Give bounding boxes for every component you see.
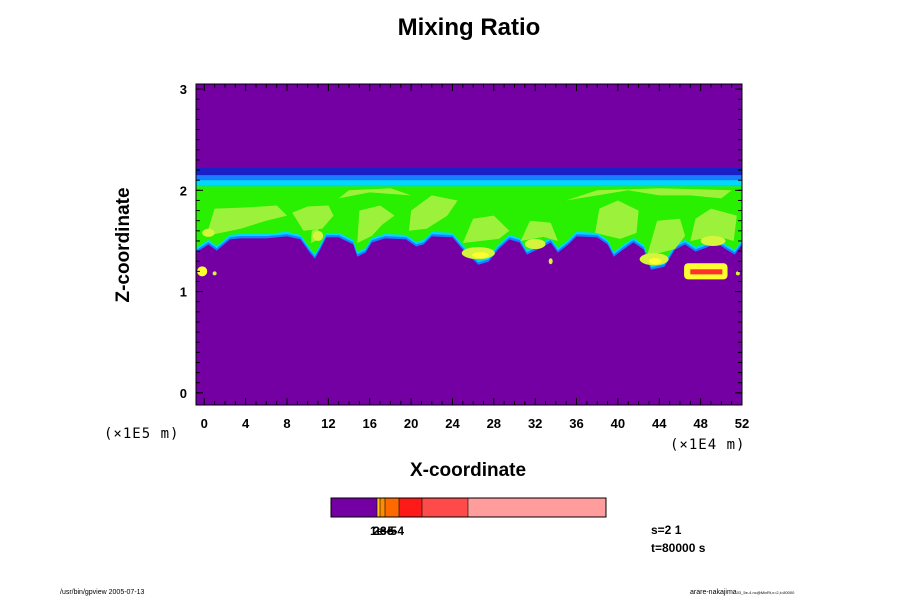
yellow-green-spot-5 [202, 228, 215, 237]
colorbar-tick-label-1: 2e-5 [372, 524, 398, 538]
band-dark-blue [196, 168, 742, 177]
x-tick-label-13: 52 [735, 416, 749, 431]
x-tick-label-2: 8 [283, 416, 290, 431]
x-tick-label-3: 12 [321, 416, 335, 431]
yellow-spot-0 [472, 252, 489, 259]
colorbar-segment-1 [377, 498, 380, 517]
x-tick-label-11: 44 [652, 416, 667, 431]
s-label: s=2 1 [651, 523, 682, 537]
yellow-green-spot-4 [312, 230, 324, 241]
colorbar-segment-2 [380, 498, 385, 517]
y-axis-unit: (×1E5 m) [104, 426, 180, 442]
x-tick-label-0: 0 [201, 416, 208, 431]
small-dot [548, 258, 553, 265]
left-blob-dot [212, 271, 217, 276]
chart-title: Mixing Ratio [397, 14, 541, 41]
x-tick-label-4: 16 [362, 416, 376, 431]
x-tick-label-5: 20 [404, 416, 418, 431]
light-green-patch-9 [690, 208, 737, 241]
colorbar-frame [330, 497, 607, 518]
x-tick-label-6: 24 [445, 416, 460, 431]
colorbar-tick-label-2: 3e-4 [379, 524, 405, 538]
light-green-patch-6 [520, 220, 558, 241]
colorbar [330, 497, 607, 518]
x-tick-label-9: 36 [569, 416, 583, 431]
light-green-patch-8 [646, 218, 686, 257]
colorbar-tick-label-0: 1e-5 [369, 524, 395, 538]
colorbar-segment-5 [422, 498, 468, 517]
y-tick-label-1: 1 [180, 285, 187, 300]
colorbar-segment-0 [331, 498, 377, 517]
light-green-patch-1 [292, 205, 334, 231]
yellow-spot-1 [648, 258, 662, 265]
light-green-patch-7 [595, 200, 639, 239]
light-green-patch-4 [409, 195, 458, 231]
yellow-green-spot-3 [700, 235, 726, 247]
x-tick-label-1: 4 [242, 416, 250, 431]
footer-right-sub: 03_5e-4.nc@MixRt,x=2,t=80000 [736, 590, 795, 595]
yellow-green-spot-1 [524, 238, 546, 250]
x-axis-label: X-coordinate [409, 460, 527, 481]
plot-frame [195, 83, 743, 406]
band-cyan [196, 180, 742, 188]
y-tick-label-0: 0 [180, 386, 187, 401]
footer-left: /usr/bin/gpview 2005-07-13 [60, 589, 145, 596]
colorbar-segment-3 [385, 498, 399, 517]
x-axis-ticks: 0 4 8 12 16 20 24 28 32 36 40 44 48 52 [201, 84, 749, 431]
band-blue [196, 175, 742, 182]
right-blob-dot [735, 271, 740, 276]
footer-right-main: arare-nakajima [690, 589, 737, 596]
light-green-patch-5 [462, 215, 510, 243]
heatmap-field [196, 84, 742, 405]
light-green-patch-0 [206, 205, 287, 236]
colorbar-segment-4 [399, 498, 422, 517]
footer-right: arare-nakajima03_5e-4.nc@MixRt,x=2,t=800… [690, 589, 794, 596]
x-tick-label-10: 40 [611, 416, 625, 431]
x-tick-label-8: 32 [528, 416, 542, 431]
t-label: t=80000 s [651, 541, 706, 555]
left-blob [197, 266, 208, 277]
x-tick-label-7: 28 [487, 416, 501, 431]
light-green-patch-10 [566, 188, 732, 201]
y-tick-label-3: 3 [180, 82, 187, 97]
light-green-patch-11 [338, 188, 412, 199]
x-tick-label-12: 48 [693, 416, 707, 431]
y-tick-label-2: 2 [180, 183, 187, 198]
cloud-blob-red [690, 269, 723, 275]
y-axis-ticks: 0 1 2 3 [180, 82, 742, 401]
colorbar-segment-6 [468, 498, 606, 517]
x-axis-unit: (×1E4 m) [670, 437, 746, 453]
light-green-patch-3 [357, 205, 395, 243]
y-axis-label: Z-coordinate [113, 187, 134, 303]
